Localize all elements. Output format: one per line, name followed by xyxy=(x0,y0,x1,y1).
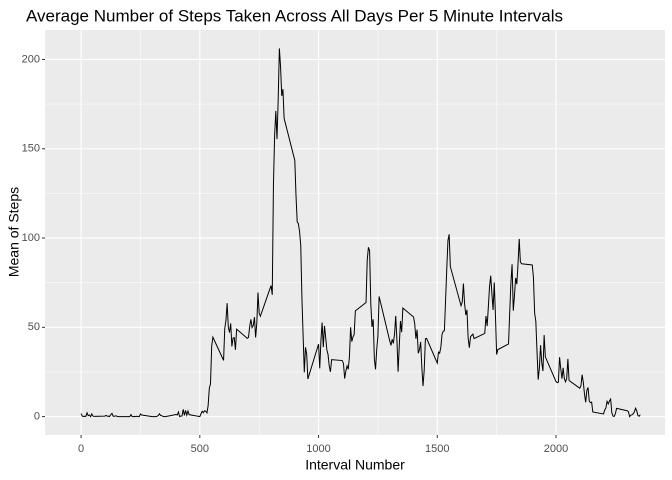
x-tick-label: 0 xyxy=(78,443,84,455)
y-tick-label: 0 xyxy=(34,411,40,423)
y-tick-label: 100 xyxy=(22,232,40,244)
y-tick-label: 150 xyxy=(22,143,40,155)
x-tick-label: 1000 xyxy=(306,443,330,455)
line xyxy=(80,48,641,418)
panel xyxy=(45,30,665,435)
chart-title: Average Number of Steps Taken Across All… xyxy=(26,6,563,25)
x-tick-label: 500 xyxy=(191,443,209,455)
y-tick-label: 200 xyxy=(22,53,40,65)
y-axis-title: Mean of Steps xyxy=(6,187,22,277)
x-tick-label: 2000 xyxy=(544,443,568,455)
x-tick-label: 1500 xyxy=(425,443,449,455)
y-tick-label: 50 xyxy=(28,321,40,333)
x-axis-title: Interval Number xyxy=(305,457,405,473)
